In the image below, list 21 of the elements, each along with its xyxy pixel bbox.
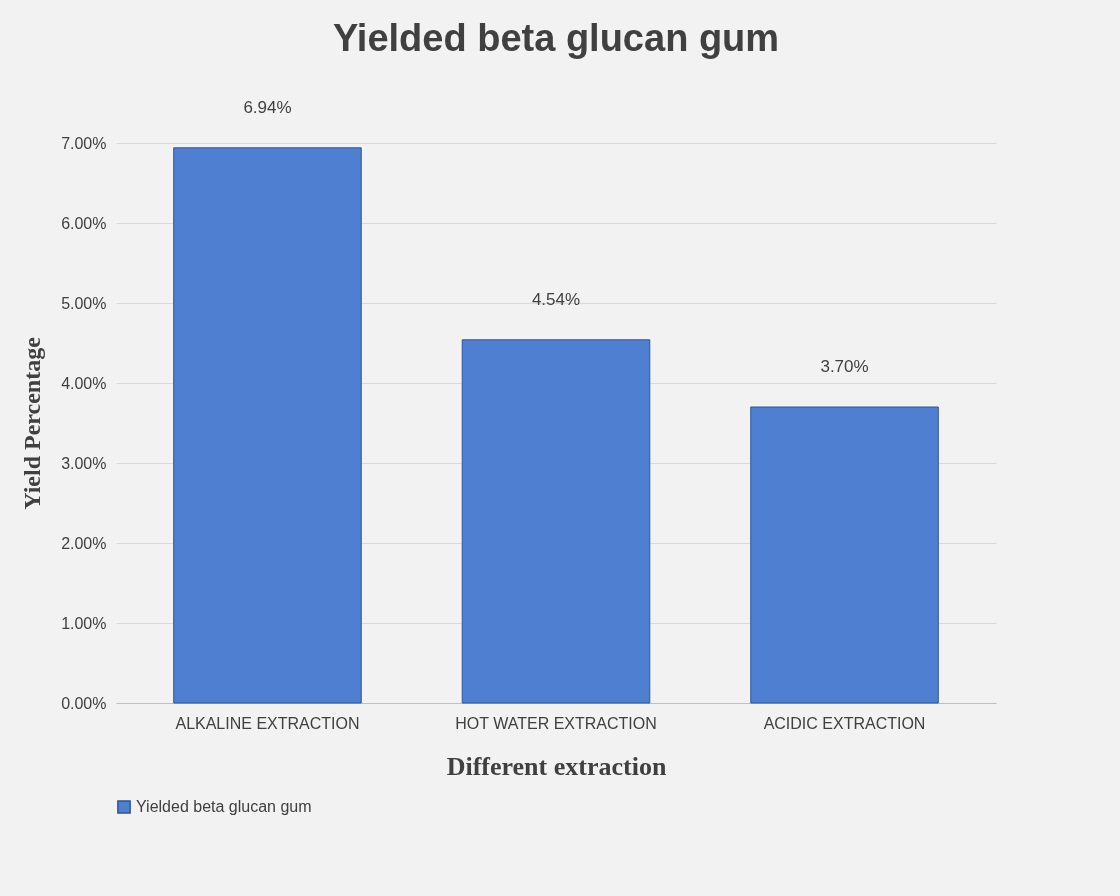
y-axis-title: Yield Percentage	[19, 336, 46, 510]
y-tick-label: 1.00%	[61, 614, 107, 632]
bar	[750, 406, 939, 704]
x-tick-label: HOT WATER EXTRACTION	[455, 714, 657, 732]
data-label: 3.70%	[820, 357, 869, 376]
y-tick-label: 3.00%	[61, 454, 107, 472]
y-tick-label: 4.00%	[61, 374, 107, 392]
y-tick-label: 0.00%	[61, 694, 107, 712]
x-tick-label: ACIDIC EXTRACTION	[763, 714, 926, 732]
x-axis-title: Different extraction	[446, 751, 667, 781]
data-label: 4.54%	[531, 289, 581, 309]
data-label: 6.94%	[243, 97, 292, 117]
y-tick-label: 2.00%	[61, 534, 107, 552]
y-tick-label: 7.00%	[61, 134, 107, 152]
bar	[173, 147, 362, 704]
y-tick-label: 6.00%	[61, 214, 107, 232]
y-tick-label: 5.00%	[61, 294, 107, 312]
bar	[461, 339, 651, 704]
chart-title: Yielded beta glucan gum	[332, 16, 780, 59]
legend-label: Yielded beta glucan gum	[136, 798, 312, 815]
x-tick-label: ALKALINE EXTRACTION	[175, 714, 360, 732]
